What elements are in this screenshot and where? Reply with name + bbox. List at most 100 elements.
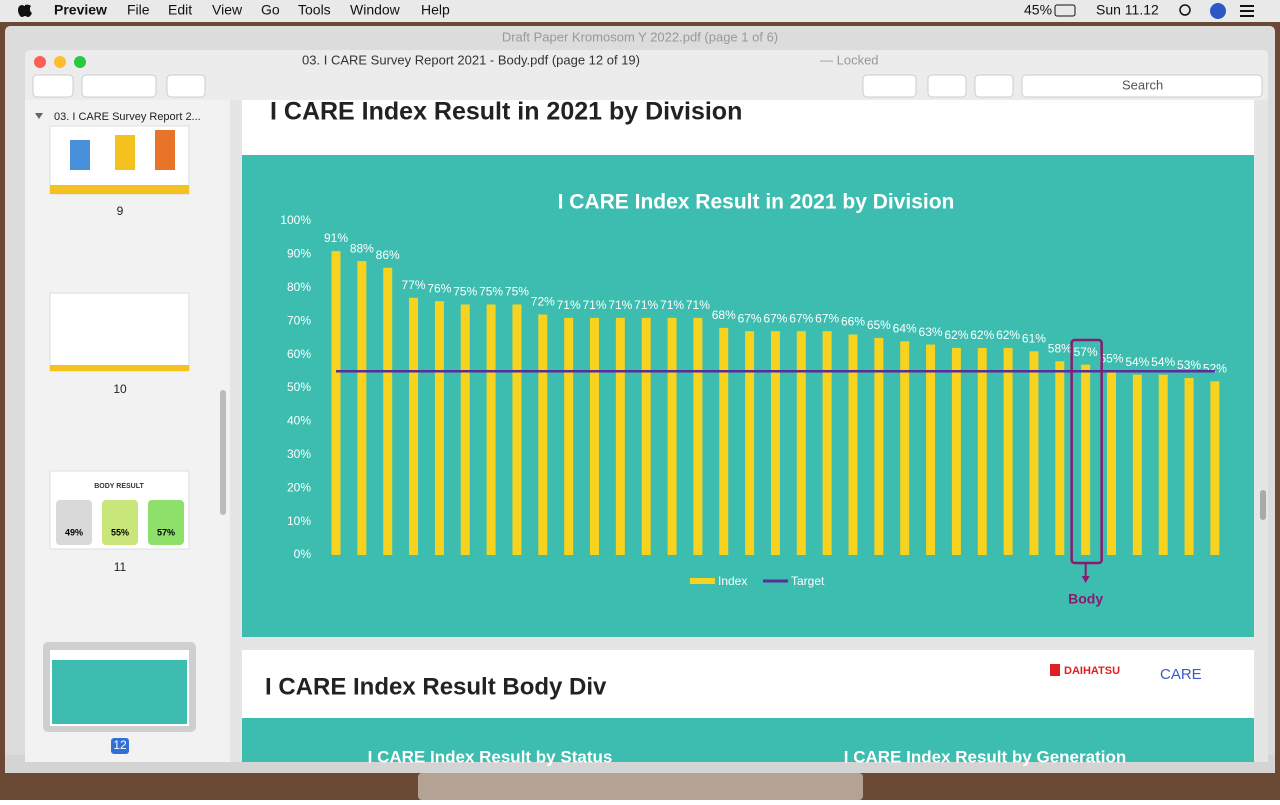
background-window-title: Draft Paper Kromosom Y 2022.pdf (page 1 … [502,29,778,44]
thumb-value: 49% [65,527,83,537]
app-menu[interactable]: Preview [54,2,107,18]
document-scrollbar[interactable] [1260,490,1266,520]
annotate-button[interactable] [974,74,1014,98]
legend-label: Index [718,574,747,588]
user-icon[interactable] [1210,3,1226,19]
search-field[interactable] [1021,74,1263,98]
thumb-value: 57% [157,527,175,537]
value-label: 61% [1022,331,1046,345]
value-label: 91% [324,231,348,245]
bar [1003,347,1013,555]
value-label: 71% [608,298,632,312]
bar [1158,374,1168,555]
bar [848,334,858,555]
bar [693,317,703,555]
minimize-button[interactable] [54,56,66,68]
y-tick-label: 80% [287,280,311,294]
value-label: 75% [479,285,503,299]
menu[interactable]: Edit [168,2,192,18]
bar [460,304,470,555]
value-label: 57% [1074,345,1098,359]
dock [418,773,863,800]
thumb-shape [155,130,175,170]
value-label: 88% [350,241,374,255]
value-label: 71% [582,298,606,312]
bar [357,261,367,555]
value-label: 52% [1203,361,1227,375]
bar [951,347,961,555]
thumb-shape [50,365,189,371]
next-subtitle: I CARE Index Result by Status [368,747,613,766]
bar [926,344,936,555]
close-button[interactable] [34,56,46,68]
value-label: 75% [505,285,529,299]
bar [512,304,522,555]
value-label: 62% [944,328,968,342]
zoom-button[interactable] [74,56,86,68]
value-label: 71% [686,298,710,312]
thumb-shape [70,140,90,170]
zoom-buttons[interactable] [81,74,157,98]
value-label: 66% [841,315,865,329]
y-tick-label: 90% [287,247,311,261]
thumb-title: BODY RESULT [94,483,144,490]
value-label: 64% [893,321,917,335]
value-label: 67% [815,311,839,325]
page-number: 10 [113,382,127,396]
bar [331,251,341,555]
bar [796,331,806,555]
page-number: 9 [117,204,124,218]
bar [822,331,832,555]
next-subtitle: I CARE Index Result by Generation [844,747,1126,766]
logo-mark [1050,664,1060,676]
next-chart-background [242,718,1254,762]
menu[interactable]: Help [421,2,450,18]
markup-button[interactable] [862,74,917,98]
bar [874,337,884,555]
bar [1055,361,1065,555]
value-label: 53% [1177,358,1201,372]
sidebar-document[interactable]: 03. I CARE Survey Report 2... [54,111,201,123]
bar [667,317,677,555]
menu[interactable]: Tools [298,2,331,18]
value-label: 58% [1048,341,1072,355]
value-label: 54% [1125,355,1149,369]
rotate-button[interactable] [927,74,967,98]
lock-status[interactable]: — Locked [820,52,879,67]
menu[interactable]: View [212,2,243,18]
value-label: 71% [660,298,684,312]
menu[interactable]: Go [261,2,280,18]
next-heading: I CARE Index Result Body Div [265,673,607,700]
value-label: 76% [427,281,451,295]
value-label: 67% [789,311,813,325]
bar [745,331,755,555]
disclosure-triangle[interactable] [35,113,43,119]
thumb-box [102,500,138,545]
spotlight[interactable] [1179,4,1191,16]
legend-label: Target [791,574,825,588]
value-label: 68% [712,308,736,322]
bar [641,317,651,555]
sidebar-button[interactable] [32,74,74,98]
menu[interactable]: Window [350,2,401,18]
y-tick-label: 50% [287,380,311,394]
page-number: 12 [113,738,127,752]
value-label: 67% [763,311,787,325]
clock[interactable]: Sun 11.12 [1096,2,1159,18]
value-label: 86% [376,248,400,262]
menu[interactable]: File [127,2,150,18]
bar [1107,371,1116,555]
notification-center[interactable] [1240,5,1254,17]
thumbnail-10[interactable] [49,292,190,372]
share-button[interactable] [166,74,206,98]
sidebar-scrollbar[interactable] [220,390,226,515]
page-number: 11 [114,560,127,574]
thumb-box [148,500,184,545]
apple-menu[interactable] [18,4,32,17]
chart: I CARE Index Result in 2021 by Division … [280,191,1227,607]
page-heading: I CARE Index Result in 2021 by Division [270,98,742,126]
value-label: 77% [402,278,426,292]
value-label: 67% [738,311,762,325]
battery[interactable]: 45% [1024,2,1052,18]
